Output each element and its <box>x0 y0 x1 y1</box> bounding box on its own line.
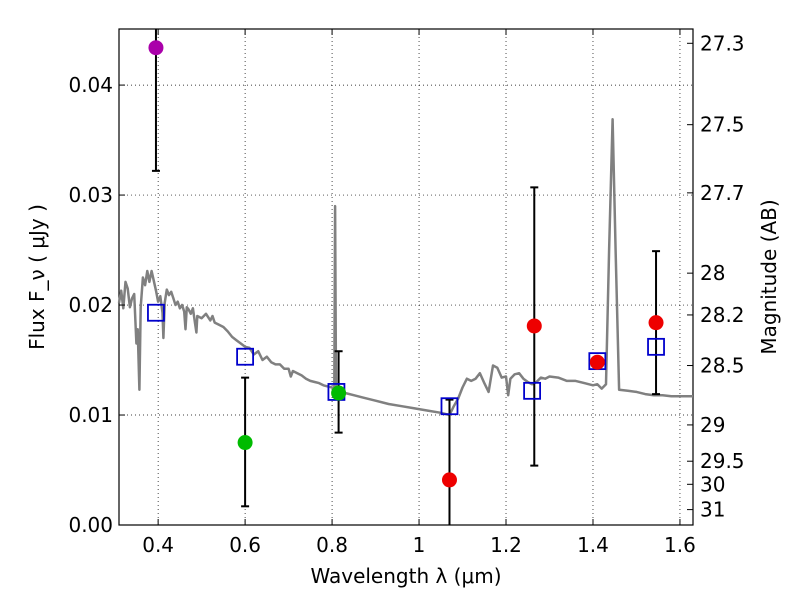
data-point <box>648 315 664 331</box>
y-tick-label: 0.04 <box>68 73 113 97</box>
data-series <box>117 29 693 525</box>
right-tick-label: 29.5 <box>700 449 745 473</box>
y-tick-label: 0.01 <box>68 403 113 427</box>
data-point <box>331 385 347 401</box>
right-tick-label: 30 <box>700 472 725 496</box>
x-tick-label: 0.8 <box>316 533 348 557</box>
data-point <box>589 354 605 370</box>
model-sed-line <box>117 117 693 417</box>
right-tick-label: 27.7 <box>700 181 745 205</box>
y-axis-right-title: Magnitude (AB) <box>757 199 781 354</box>
y-axis-title: Flux F_ν ( μJy ) <box>25 204 49 350</box>
y-tick-label: 0.00 <box>68 513 113 537</box>
right-tick-label: 27.5 <box>700 113 745 137</box>
x-tick-label: 1.6 <box>664 533 696 557</box>
data-point <box>441 472 457 488</box>
right-tick-label: 31 <box>700 498 725 522</box>
x-tick-label: 1 <box>413 533 426 557</box>
right-tick-label: 28.2 <box>700 303 745 327</box>
x-tick-label: 1.4 <box>577 533 609 557</box>
right-tick-label: 29 <box>700 413 725 437</box>
plot-frame <box>118 28 694 526</box>
y-tick-label: 0.02 <box>68 293 113 317</box>
model-point-square <box>236 347 255 366</box>
right-tick-label: 27.3 <box>700 31 745 55</box>
right-tick-label: 28.5 <box>700 354 745 378</box>
data-point <box>148 40 164 56</box>
y-tick-label: 0.03 <box>68 183 113 207</box>
right-tick-label: 28 <box>700 261 725 285</box>
grid-lines <box>119 29 693 526</box>
x-tick-label: 0.4 <box>142 533 174 557</box>
x-axis-title: Wavelength λ (μm) <box>310 564 501 588</box>
model-point-square <box>647 337 665 356</box>
x-tick-label: 1.2 <box>490 533 522 557</box>
data-point <box>526 318 542 334</box>
x-tick-label: 0.6 <box>229 533 261 557</box>
model-point-square <box>440 397 459 416</box>
model-point-square <box>523 381 542 400</box>
model-point-square <box>147 303 165 322</box>
axes: 0.4 0.6 0.8 1 1.2 1.4 1.6 0.00 0.01 0.02 0.03 0.04 2… <box>68 29 745 557</box>
data-point <box>237 435 253 451</box>
